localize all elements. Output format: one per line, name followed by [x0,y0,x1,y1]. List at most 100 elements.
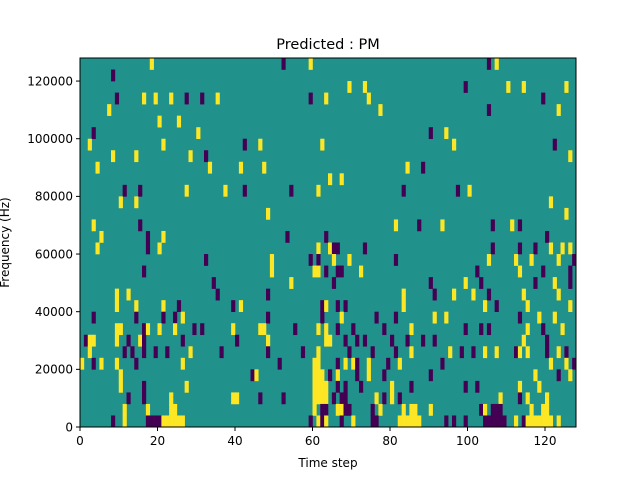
y-axis-label: Frequency (Hz) [0,197,12,288]
heatmap-cell [114,334,120,347]
heatmap-cell [362,334,368,347]
heatmap-cell [401,300,406,312]
heatmap-cell [452,415,457,428]
heatmap-cell [180,415,185,428]
heatmap-cell [242,138,247,151]
heatmap-cell [324,334,329,347]
heatmap-cell [486,104,492,116]
heatmap-cell [393,346,399,359]
heatmap-cell [231,300,236,312]
heatmap-cell [432,311,437,324]
heatmap-cell [316,242,321,255]
heatmap-cell [355,334,360,347]
heatmap-cell [308,254,313,266]
heatmap-cell [401,288,406,301]
heatmap-cell [405,415,410,428]
heatmap-cell [324,380,329,393]
heatmap-cell [397,415,402,428]
heatmap-cell [335,369,340,382]
heatmap-cell [169,415,174,428]
heatmap-cell [498,403,503,416]
heatmap-cell [134,150,139,163]
heatmap-cell [517,392,523,405]
heatmap-cell [238,300,244,312]
heatmap-cell [145,415,151,428]
heatmap-cell [413,415,418,428]
heatmap-cell [556,369,561,382]
heatmap-cell [568,277,573,289]
heatmap-cell [339,392,344,405]
heatmap-cell [289,184,294,197]
heatmap-cell [397,357,402,370]
heatmap-cell [343,403,348,416]
heatmap-cell [142,92,147,105]
heatmap-cell [533,242,538,255]
heatmap-cell [204,150,209,163]
heatmap-cell [173,311,178,324]
heatmap-cell [316,346,321,359]
heatmap-cell [343,334,348,347]
heatmap-cell [490,242,495,255]
axes-frame [79,57,577,428]
x-axis-label: Time step [297,456,357,470]
heatmap-cell [324,230,329,243]
heatmap-cell [258,323,263,336]
heatmap-cell [173,415,178,428]
heatmap-cell [91,357,96,370]
heatmap-cell [428,369,433,382]
heatmap-cell [91,311,96,324]
heatmap-cell [463,277,468,289]
heatmap-cell [556,288,561,301]
heatmap-cell [521,415,526,428]
heatmap-cell [494,346,499,359]
y-tick-label: 0 [65,420,73,434]
heatmap-cell [335,242,340,255]
heatmap-cell [444,415,449,428]
heatmap-cell [463,323,468,336]
heatmap-cell [537,311,542,324]
heatmap-cell [207,161,213,174]
heatmap-cell [347,254,352,266]
heatmap-cell [130,346,135,359]
heatmap-cell [235,334,240,347]
heatmap-cell [545,403,550,416]
heatmap-cell [475,265,480,278]
heatmap-cell [138,219,143,232]
heatmap-cell [421,161,426,174]
heatmap-cell [494,403,499,416]
heatmap-cell [382,369,387,382]
heatmap-cell [165,415,170,428]
heatmap-cell [285,230,290,243]
heatmap-cell [545,415,550,428]
heatmap-cell [289,277,294,289]
heatmap-cell [401,415,406,428]
heatmap-cell [308,92,313,105]
heatmap-cell [231,323,236,336]
heatmap-cell [401,403,406,416]
heatmap-cell [335,300,340,312]
heatmap-cell [355,357,360,370]
heatmap-cell [548,415,554,428]
heatmap-cell [483,415,488,428]
heatmap-cell [479,277,484,289]
heatmap-cell [455,184,461,197]
heatmap-cell [440,219,445,232]
heatmap-cell [537,415,542,428]
heatmap-cell [552,277,557,289]
heatmap-cell [393,311,399,324]
heatmap-cell [134,357,139,370]
heatmap-cell [475,380,480,393]
heatmap-cell [541,92,546,105]
heatmap-cell [545,334,550,347]
heatmap-cell [312,392,317,405]
heatmap-cell [564,207,569,220]
x-tick-label: 80 [382,434,397,448]
heatmap-cell [359,265,364,278]
heatmap-cell [211,277,216,289]
heatmap-cell [176,300,182,312]
heatmap-cell [266,334,271,347]
heatmap-cell [486,288,492,301]
heatmap-cell [471,288,476,301]
heatmap-cell [149,415,154,428]
heatmap-cell [196,127,201,140]
